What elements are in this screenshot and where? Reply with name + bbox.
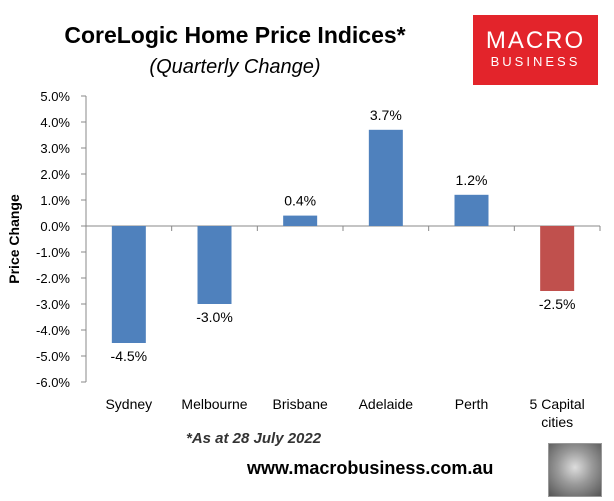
bar-chart: 5.0%4.0%3.0%2.0%1.0%0.0%-1.0%-2.0%-3.0%-… — [6, 89, 601, 430]
y-tick-label: -4.0% — [36, 323, 70, 338]
category-label: 5 Capital cities — [530, 396, 585, 430]
data-label: -3.0% — [196, 309, 233, 325]
y-tick-label: 1.0% — [40, 193, 70, 208]
data-label: 0.4% — [284, 193, 316, 209]
data-label: -4.5% — [111, 348, 148, 364]
y-tick-label: -2.0% — [36, 271, 70, 286]
website-url[interactable]: www.macrobusiness.com.au — [247, 458, 494, 478]
data-label: 1.2% — [456, 172, 488, 188]
bar — [283, 215, 318, 226]
bar — [454, 194, 489, 226]
data-label: 3.7% — [370, 107, 402, 123]
category-label: Perth — [455, 396, 488, 412]
y-tick-label: 0.0% — [40, 219, 70, 234]
category-label: Brisbane — [273, 396, 328, 412]
y-tick-label: 2.0% — [40, 167, 70, 182]
bars — [111, 129, 575, 343]
chart-title: CoreLogic Home Price Indices* — [64, 22, 406, 48]
data-labels: -4.5% -3.0% 0.4% 3.7% 1.2% -2.5% — [111, 107, 576, 364]
macrobusiness-logo: MACRO BUSINESS — [473, 15, 598, 85]
y-tick-label: 4.0% — [40, 115, 70, 130]
category-label: Melbourne — [181, 396, 247, 412]
data-label: -2.5% — [539, 296, 576, 312]
category-labels: Sydney Melbourne Brisbane Adelaide Perth 5 Ca… — [105, 396, 584, 430]
category-label: Adelaide — [359, 396, 414, 412]
y-tick-label: -5.0% — [36, 349, 70, 364]
y-tick-label: -1.0% — [36, 245, 70, 260]
y-tick-label: -6.0% — [36, 375, 70, 390]
wolf-logo-icon — [548, 443, 602, 497]
y-axis-label: Price Change — [6, 194, 22, 284]
y-tick-label: 5.0% — [40, 89, 70, 104]
y-tick-label: 3.0% — [40, 141, 70, 156]
footnote: *As at 28 July 2022 — [186, 430, 322, 447]
y-axis-ticks: 5.0% 4.0% 3.0% 2.0% 1.0% 0.0% -1.0% -2.0% -3.0% -… — [36, 89, 86, 390]
axes — [85, 96, 601, 382]
bar — [540, 226, 575, 291]
category-label: Sydney — [105, 396, 152, 412]
chart-subtitle: (Quarterly Change) — [149, 56, 321, 78]
bar — [197, 226, 232, 304]
bar — [111, 226, 146, 343]
logo-line-2: BUSINESS — [490, 54, 581, 69]
logo-line-1: MACRO — [485, 27, 586, 54]
bar — [368, 129, 403, 226]
y-tick-label: -3.0% — [36, 297, 70, 312]
